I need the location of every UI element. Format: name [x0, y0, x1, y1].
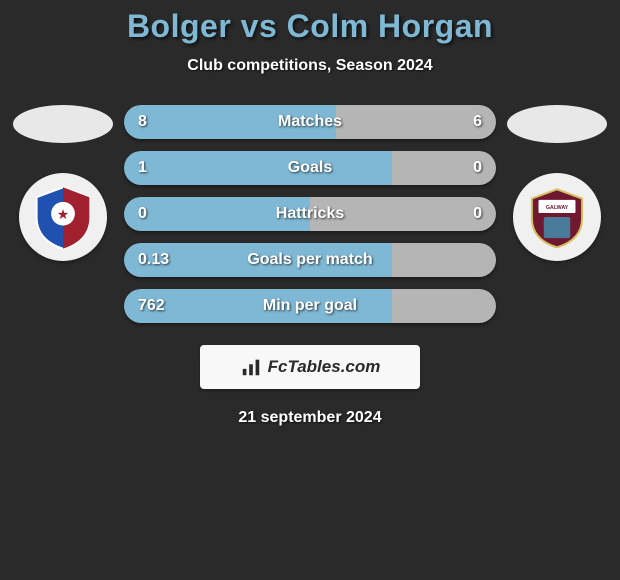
subtitle: Club competitions, Season 2024	[0, 57, 620, 75]
stat-bar-right	[336, 105, 496, 139]
stat-bar-left	[124, 151, 392, 185]
stat-label: Matches	[278, 113, 342, 131]
stat-row: Goals per match 0.13	[124, 243, 496, 277]
right-team-crest: GALWAY	[513, 173, 601, 261]
stat-row: Goals 1 0	[124, 151, 496, 185]
right-column: GALWAY	[502, 105, 612, 261]
stat-label: Goals	[288, 159, 332, 177]
comparison-card: Bolger vs Colm Horgan Club competitions,…	[0, 0, 620, 427]
stat-value-right: 0	[473, 159, 482, 177]
stat-bars: Matches 8 6 Goals 1 0 Hattricks 0 0 Goals per mat…	[118, 105, 502, 323]
page-title: Bolger vs Colm Horgan	[0, 8, 620, 45]
source-logo[interactable]: FcTables.com	[200, 345, 420, 389]
stat-value-right: 0	[473, 205, 482, 223]
left-team-crest: ★	[19, 173, 107, 261]
stat-label: Goals per match	[247, 251, 372, 269]
logo-text: FcTables.com	[268, 357, 381, 377]
left-player-slot	[13, 105, 113, 143]
svg-text:GALWAY: GALWAY	[546, 205, 569, 211]
stat-bar-right	[392, 289, 496, 323]
stat-value-left: 0	[138, 205, 147, 223]
stat-value-left: 762	[138, 297, 165, 315]
stat-value-left: 8	[138, 113, 147, 131]
stat-row: Hattricks 0 0	[124, 197, 496, 231]
stat-row: Matches 8 6	[124, 105, 496, 139]
main-row: ★ Matches 8 6 Goals 1 0 Hattricks 0 0 Goals per m…	[0, 105, 620, 323]
shield-icon: ★	[30, 184, 96, 250]
svg-text:★: ★	[58, 207, 69, 221]
stat-value-left: 1	[138, 159, 147, 177]
stat-label: Min per goal	[263, 297, 357, 315]
date-label: 21 september 2024	[0, 409, 620, 427]
stat-value-right: 6	[473, 113, 482, 131]
stat-row: Min per goal 762	[124, 289, 496, 323]
right-player-slot	[507, 105, 607, 143]
stat-label: Hattricks	[276, 205, 344, 223]
shield-icon: GALWAY	[524, 184, 590, 250]
stat-bar-right	[392, 243, 496, 277]
left-column: ★	[8, 105, 118, 261]
stat-value-left: 0.13	[138, 251, 169, 269]
chart-icon	[240, 356, 262, 378]
